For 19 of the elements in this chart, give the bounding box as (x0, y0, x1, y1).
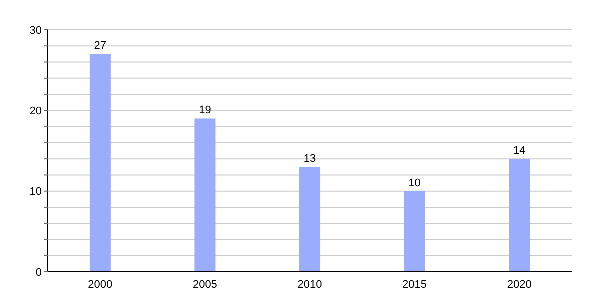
x-tick-label: 2015 (402, 278, 428, 291)
bar (404, 191, 426, 272)
y-tick-label: 30 (30, 24, 42, 37)
y-tick-label: 10 (30, 186, 42, 198)
y-tick-label: 0 (36, 266, 42, 279)
y-tick-label: 20 (30, 106, 42, 118)
data-label: 10 (408, 177, 421, 190)
x-tick-label: 2010 (298, 278, 322, 291)
data-label: 19 (199, 104, 212, 117)
data-label: 27 (94, 40, 107, 52)
data-label: 14 (513, 145, 526, 158)
bar (509, 159, 530, 272)
data-label: 13 (304, 153, 316, 166)
bar (90, 54, 111, 272)
bar (300, 167, 321, 272)
x-tick-label: 2005 (192, 278, 218, 291)
x-tick-label: 2000 (88, 278, 113, 291)
bar (194, 118, 216, 272)
x-tick-label: 2020 (507, 278, 532, 291)
